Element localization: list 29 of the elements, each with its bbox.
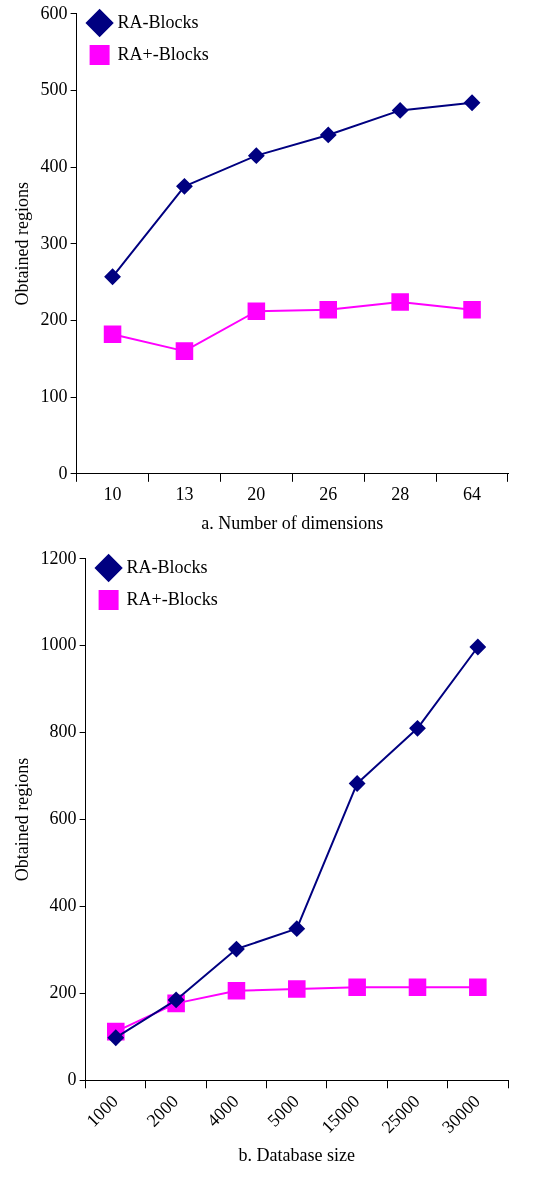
legend-label: RA-Blocks [117,11,199,32]
y-tick-label: 500 [40,79,68,100]
y-tick-label: 100 [40,385,68,406]
y-tick-label: 0 [67,1069,77,1090]
x-tick-label: 26 [319,484,338,505]
legend-label: RA+-Blocks [126,588,218,609]
y-tick-label: 1000 [40,634,77,655]
x-tick-label: 28 [391,484,410,505]
y-tick-label: 300 [40,232,68,253]
x-tick-label: 20 [247,484,266,505]
y-axis-title: Obtained regions [11,757,32,882]
y-tick-label: 600 [40,2,68,23]
x-tick-label: 4000 [203,1090,243,1131]
x-tick-label: 10 [103,484,122,505]
y-tick-label: 400 [49,895,77,916]
legend-label: RA-Blocks [126,556,208,577]
x-tick-label: 64 [463,484,482,505]
y-tick-label: 600 [49,808,77,829]
y-tick-label: 400 [40,155,68,176]
y-axis-title: Obtained regions [11,182,32,306]
y-tick-label: 800 [49,721,77,742]
x-tick-label: 13 [175,484,194,505]
legend-label: RA+-Blocks [117,43,209,64]
y-tick-label: 200 [40,309,68,330]
y-tick-label: 200 [49,982,77,1003]
y-tick-label: 0 [58,462,68,483]
x-axis-title: b. Database size [238,1144,356,1165]
y-tick-label: 1200 [40,547,77,568]
x-axis-title: a. Number of dimensions [201,512,384,533]
